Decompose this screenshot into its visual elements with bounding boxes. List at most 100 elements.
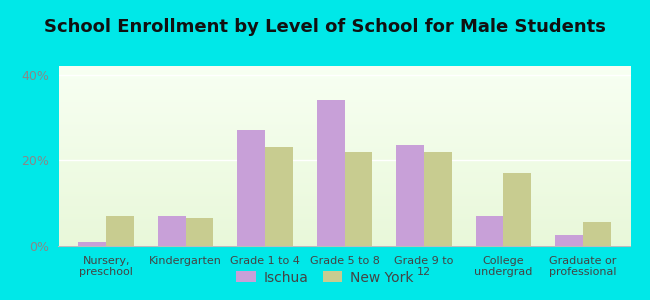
Bar (106, 216, 134, 246)
Bar (58, 75, 630, 77)
Bar (58, 169, 630, 170)
Bar (396, 145, 424, 246)
Bar (58, 143, 630, 145)
Bar (58, 208, 630, 210)
Bar (58, 68, 630, 70)
Bar (58, 97, 630, 98)
Bar (58, 131, 630, 133)
Bar (58, 151, 630, 152)
Bar (583, 222, 610, 246)
Bar (58, 185, 630, 187)
Bar (58, 106, 630, 107)
Bar (58, 104, 630, 106)
Text: School Enrollment by Level of School for Male Students: School Enrollment by Level of School for… (44, 18, 606, 36)
Bar (58, 192, 630, 194)
Bar (58, 66, 630, 68)
Bar (58, 73, 630, 75)
Bar (58, 170, 630, 172)
Bar (58, 223, 630, 224)
Bar (58, 122, 630, 124)
Bar (58, 133, 630, 134)
Bar (58, 118, 630, 120)
Bar (58, 149, 630, 151)
Bar (555, 235, 583, 246)
Bar (58, 221, 630, 223)
Bar (58, 70, 630, 71)
Bar (58, 93, 630, 95)
Bar (58, 179, 630, 181)
Bar (58, 77, 630, 79)
Bar (58, 127, 630, 129)
Bar (58, 147, 630, 149)
Bar (58, 196, 630, 197)
Bar (58, 230, 630, 232)
Bar (58, 201, 630, 203)
Bar (58, 142, 630, 143)
Bar (58, 228, 630, 230)
Bar (58, 71, 630, 73)
Bar (58, 158, 630, 160)
Bar (58, 210, 630, 212)
Bar (58, 138, 630, 140)
Bar (58, 188, 630, 190)
Bar (186, 218, 213, 246)
Bar (58, 152, 630, 154)
Bar (237, 130, 265, 246)
Bar (58, 154, 630, 156)
Bar (58, 111, 630, 113)
Bar (58, 116, 630, 118)
Bar (58, 115, 630, 116)
Bar (58, 136, 630, 138)
Bar (58, 109, 630, 111)
Bar (58, 199, 630, 201)
Bar (424, 152, 452, 246)
Bar (58, 219, 630, 221)
Bar (58, 124, 630, 125)
Bar (58, 80, 630, 82)
Bar (58, 190, 630, 192)
Bar (58, 176, 630, 178)
Bar (317, 100, 345, 246)
Bar (58, 107, 630, 109)
Bar (58, 79, 630, 80)
Bar (58, 134, 630, 136)
Bar (58, 237, 630, 239)
Bar (265, 147, 293, 246)
Bar (58, 161, 630, 163)
Bar (58, 217, 630, 219)
Bar (58, 224, 630, 226)
Bar (58, 174, 630, 176)
Bar (58, 244, 630, 246)
Bar (58, 113, 630, 115)
Bar (58, 205, 630, 206)
Bar (58, 165, 630, 167)
Bar (476, 216, 503, 246)
Bar (58, 120, 630, 122)
Bar (58, 235, 630, 237)
Bar (58, 187, 630, 188)
Bar (58, 194, 630, 196)
Bar (58, 100, 630, 102)
Bar (58, 172, 630, 174)
Bar (58, 197, 630, 199)
Bar (58, 215, 630, 217)
Bar (503, 173, 531, 246)
Bar (58, 212, 630, 214)
Bar (58, 125, 630, 127)
Bar (58, 242, 630, 244)
Bar (58, 98, 630, 100)
Bar (58, 156, 630, 158)
Bar (158, 216, 186, 246)
Bar (58, 183, 630, 185)
Bar (58, 167, 630, 169)
Bar (58, 160, 630, 161)
Bar (58, 86, 630, 88)
Bar (58, 102, 630, 104)
Bar (58, 88, 630, 89)
Bar (58, 89, 630, 91)
Bar (58, 178, 630, 179)
Bar (58, 82, 630, 84)
Bar (58, 91, 630, 93)
Bar (344, 152, 372, 246)
Bar (58, 203, 630, 205)
